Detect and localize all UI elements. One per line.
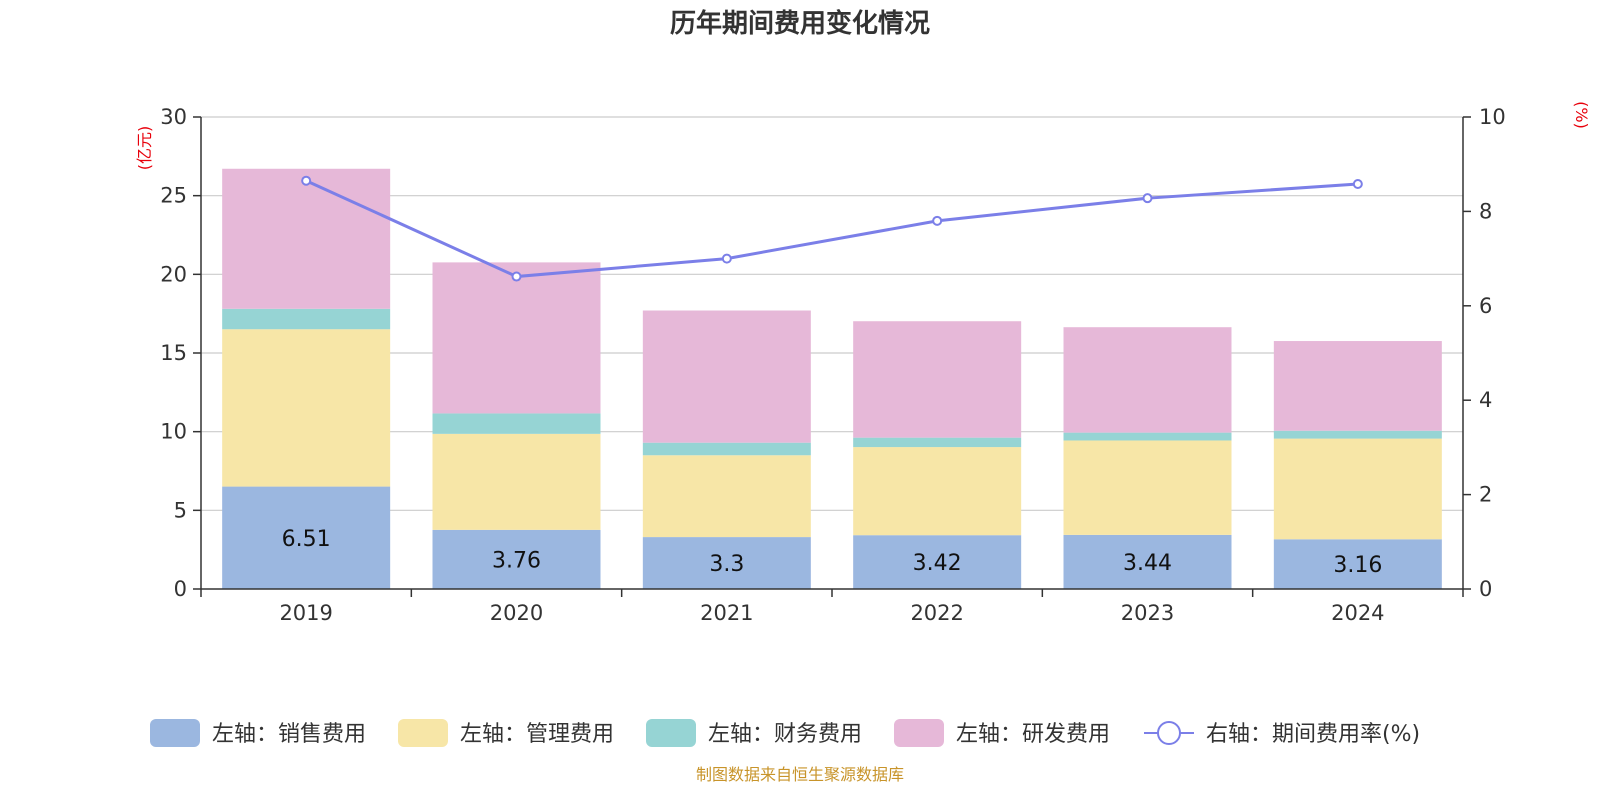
rate-point — [721, 253, 732, 264]
x-tick-label: 2024 — [1331, 601, 1384, 625]
rate-line-path — [305, 179, 1358, 279]
legend-swatch — [894, 719, 944, 747]
bar-segment — [222, 308, 391, 330]
left-tick-label: 25 — [160, 184, 187, 208]
rate-point — [1142, 193, 1153, 204]
right-axis-unit: (%) — [1572, 101, 1591, 129]
bar-segment — [853, 535, 1022, 589]
right-tick-label: 2 — [1479, 483, 1492, 507]
bar-segment — [1063, 534, 1232, 589]
legend-label: 右轴：期间费用率(%) — [1206, 722, 1420, 747]
axes: 0 5 10 15 20 25 30 0 2 4 6 8 10 2019 2020 2021 2022 2023 2… — [160, 105, 1505, 625]
rate-point — [1352, 179, 1363, 190]
right-tick-label: 8 — [1479, 199, 1492, 223]
bar-value-label: 3.42 — [913, 551, 962, 576]
bar-segment — [1273, 341, 1442, 431]
bar-segment — [1273, 430, 1442, 439]
bar-segment — [853, 447, 1022, 536]
right-tick-label: 4 — [1479, 388, 1492, 412]
rate-line — [301, 175, 1363, 282]
bar-segment — [222, 486, 391, 589]
x-tick-label: 2021 — [700, 601, 753, 625]
rate-point — [932, 215, 943, 226]
x-tick-label: 2019 — [279, 601, 332, 625]
bar-segment — [432, 529, 601, 589]
bar-segment — [642, 455, 811, 538]
right-tick-label: 6 — [1479, 294, 1492, 318]
bar-segment — [642, 537, 811, 589]
bar-segment — [432, 433, 601, 530]
left-tick-label: 30 — [160, 105, 187, 129]
left-tick-label: 20 — [160, 262, 187, 286]
bar-segment — [432, 262, 601, 414]
legend-swatch — [150, 719, 200, 747]
left-tick-label: 5 — [174, 498, 187, 522]
bar-value-label: 3.76 — [492, 548, 541, 573]
source-note: 制图数据来自恒生聚源数据库 — [696, 765, 904, 784]
grid-lines — [201, 116, 1463, 511]
bar-value-label: 6.51 — [282, 527, 331, 552]
bar-segment — [1063, 327, 1232, 433]
x-tick-label: 2020 — [490, 601, 543, 625]
rate-point — [511, 271, 522, 282]
bar-segment — [1273, 438, 1442, 540]
right-tick-label: 10 — [1479, 105, 1506, 129]
x-tick-label: 2022 — [910, 601, 963, 625]
left-tick-label: 15 — [160, 341, 187, 365]
bars: 6.51 3.76 3.3 3.42 3.44 3.16 — [222, 168, 1442, 589]
bar-segment — [1063, 432, 1232, 441]
bar-segment — [222, 329, 391, 487]
legend-label: 左轴：管理费用 — [460, 722, 614, 747]
chart-title: 历年期间费用变化情况 — [670, 8, 930, 39]
bar-value-label: 3.16 — [1333, 553, 1382, 578]
bar-segment — [1273, 539, 1442, 589]
left-axis-unit: (亿元) — [135, 126, 154, 171]
legend-swatch — [646, 719, 696, 747]
legend-label: 左轴：财务费用 — [708, 722, 862, 747]
right-tick-label: 0 — [1479, 577, 1492, 601]
x-tick-label: 2023 — [1121, 601, 1174, 625]
left-tick-label: 10 — [160, 420, 187, 444]
bar-segment — [853, 437, 1022, 448]
bar-segment — [642, 442, 811, 456]
bar-segment — [1063, 440, 1232, 535]
bar-value-label: 3.44 — [1123, 551, 1172, 576]
legend-swatch — [398, 719, 448, 747]
bar-segment — [432, 413, 601, 434]
legend-marker — [1157, 721, 1181, 745]
bar-segment — [642, 310, 811, 443]
bar-segment — [222, 168, 391, 309]
bar-segment — [853, 321, 1022, 438]
legend-label: 左轴：销售费用 — [212, 722, 366, 747]
legend-label: 左轴：研发费用 — [956, 722, 1110, 747]
legend: 左轴：销售费用 左轴：管理费用 左轴：财务费用 左轴：研发费用 右轴：期间费用率(%) — [150, 719, 1420, 747]
rate-point — [301, 175, 312, 186]
left-tick-label: 0 — [174, 577, 187, 601]
bar-value-label: 3.3 — [709, 552, 744, 577]
